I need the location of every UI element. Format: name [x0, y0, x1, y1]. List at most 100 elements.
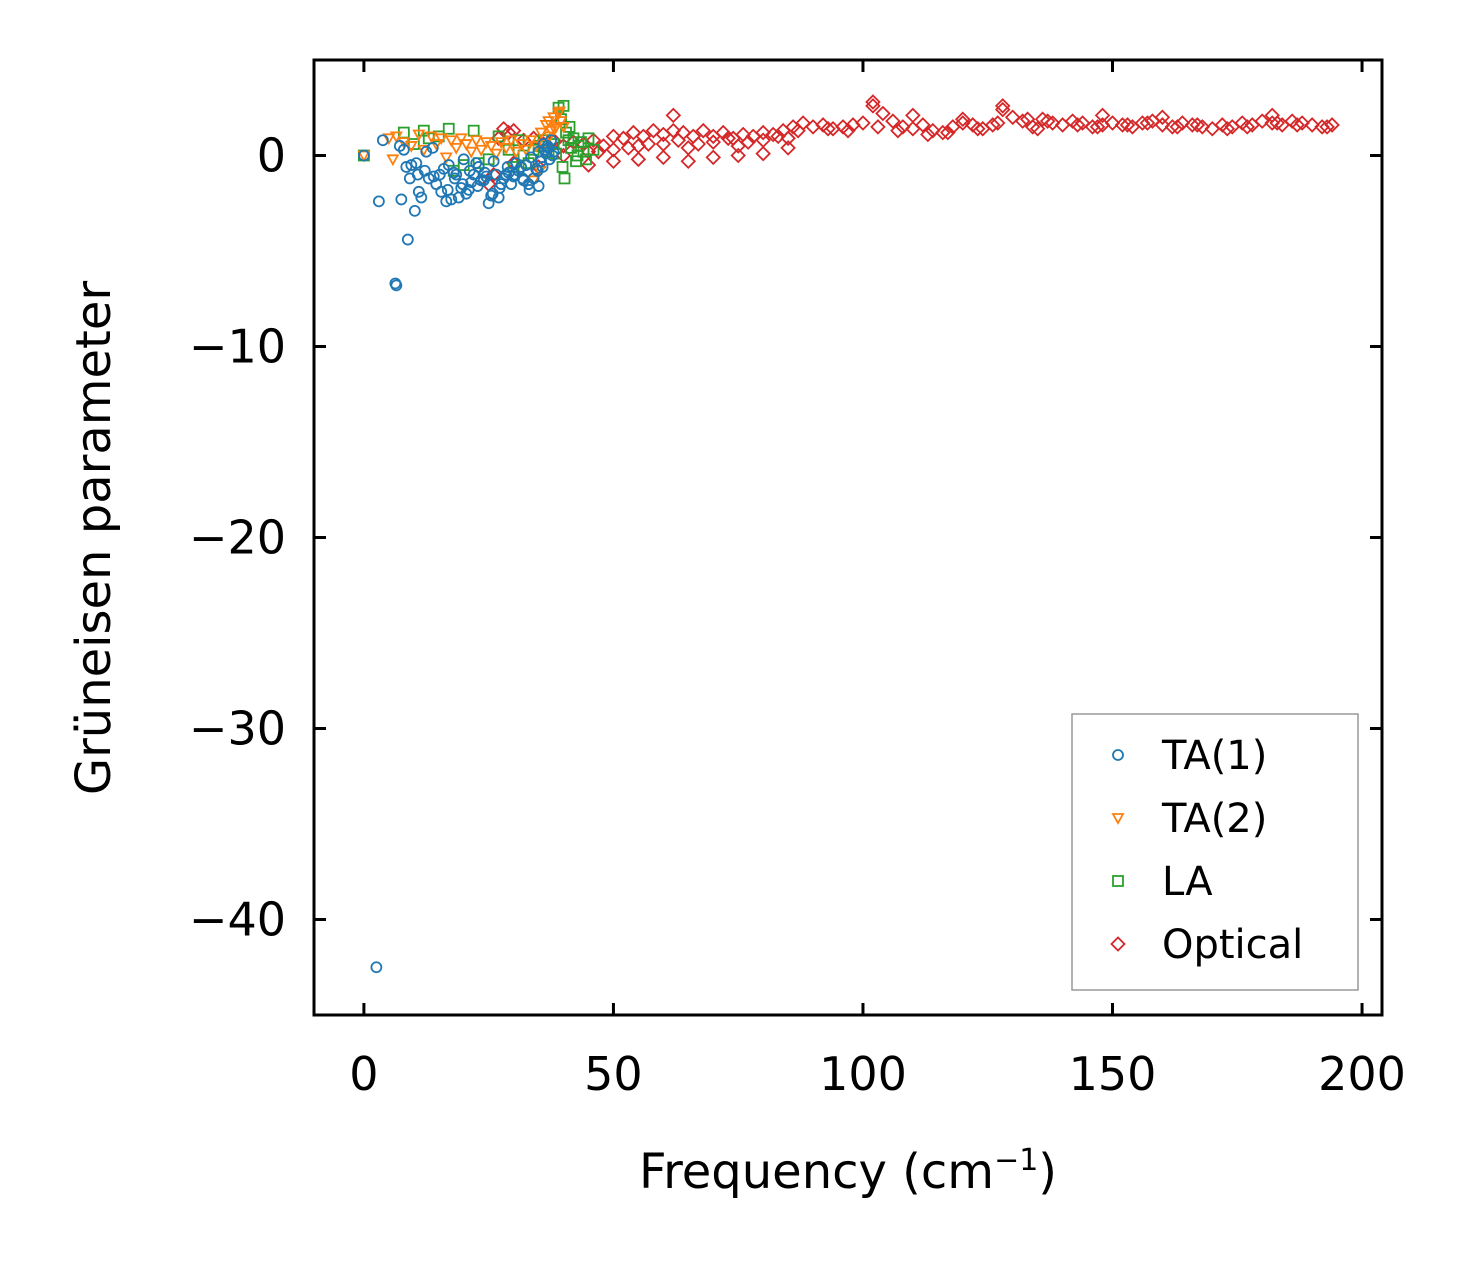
data-point-optical [1319, 119, 1335, 135]
data-point-optical [780, 140, 796, 156]
data-point-ta2 [509, 146, 523, 159]
y-tick-label: −20 [189, 511, 286, 565]
data-point-optical [940, 124, 956, 141]
data-point-ta1 [393, 140, 406, 152]
data-point-optical [1019, 111, 1036, 127]
data-point-optical [870, 119, 886, 135]
data-point-optical [984, 117, 1001, 133]
data-point-optical [755, 145, 771, 162]
data-point-la [442, 122, 455, 135]
data-point-optical [1239, 119, 1256, 135]
data-point-ta1 [532, 180, 545, 192]
data-point-optical [1264, 115, 1280, 131]
series-TA(2) [357, 106, 571, 188]
data-point-optical [1184, 117, 1201, 133]
data-point-optical [994, 98, 1011, 114]
data-point-optical [1039, 113, 1056, 129]
data-point-ta1 [470, 157, 483, 170]
data-point-optical [955, 111, 971, 127]
data-point-optical [920, 126, 936, 143]
data-point-la [556, 161, 569, 173]
data-point-optical [935, 124, 951, 141]
axis-ticks: 0 50 100 150 200 0 −10 −20 −30 −40 [189, 60, 1406, 1101]
data-point-optical [1324, 117, 1340, 133]
data-point-optical [720, 130, 736, 147]
data-point-ta2 [454, 133, 468, 146]
data-point-ta1 [389, 277, 402, 290]
data-point-optical [740, 134, 756, 150]
data-point-la [587, 143, 600, 156]
data-point-optical [590, 143, 607, 160]
legend-marker-la [1112, 875, 1124, 887]
data-point-optical [1004, 109, 1021, 126]
data-point-ta1 [376, 134, 389, 147]
data-point-ta2 [382, 133, 396, 146]
x-tick-label: 200 [1318, 1047, 1406, 1101]
data-point-optical [705, 134, 722, 150]
data-point-optical [640, 136, 657, 152]
data-point-optical [1089, 119, 1106, 135]
data-point-optical [790, 122, 806, 139]
data-point-optical [605, 153, 622, 170]
data-point-ta2 [449, 142, 463, 155]
x-tick-label: 0 [349, 1047, 378, 1101]
x-tick-label: 50 [584, 1047, 643, 1101]
data-point-ta2 [514, 139, 528, 151]
legend: TA(1) TA(2) LA Optical [1071, 713, 1359, 991]
data-point-ta1 [515, 161, 528, 173]
y-tick-label: −30 [189, 702, 286, 756]
y-axis-label: Grüneisen parameter [66, 281, 122, 796]
data-point-optical [1074, 115, 1091, 131]
data-point-ta1 [427, 170, 440, 183]
data-point-optical [670, 132, 687, 148]
data-point-ta2 [357, 150, 371, 163]
data-point-optical [969, 120, 986, 137]
x-tick-label: 100 [819, 1047, 907, 1101]
data-point-ta1 [462, 183, 475, 196]
data-point-ta1 [412, 185, 425, 198]
data-point-ta1 [403, 172, 416, 185]
data-point-la [407, 138, 420, 150]
data-point-optical [580, 157, 597, 173]
data-point-ta2 [553, 106, 567, 119]
data-point-ta2 [499, 142, 513, 155]
data-point-optical [655, 149, 672, 166]
data-point-ta1 [400, 161, 413, 173]
series-Optical [480, 94, 1340, 192]
x-axis-label: Frequency (cm−1) [639, 1143, 1057, 1200]
data-point-ta1 [485, 189, 498, 202]
x-tick-label: 150 [1069, 1047, 1157, 1101]
data-point-la [558, 172, 571, 185]
data-point-optical [875, 105, 891, 122]
data-point-ta1 [487, 155, 500, 168]
data-point-la [580, 153, 592, 166]
data-point-optical [690, 136, 707, 152]
data-point-ta2 [386, 154, 400, 167]
data-point-optical [890, 122, 906, 139]
data-point-ta1 [492, 191, 505, 204]
data-point-ta1 [426, 141, 439, 154]
data-point-ta2 [484, 141, 498, 153]
data-point-optical [1254, 113, 1270, 129]
data-points [357, 94, 1340, 974]
data-point-optical [665, 107, 682, 124]
data-point-ta1 [546, 149, 559, 162]
data-point-ta2 [557, 121, 571, 134]
data-point-ta1 [358, 149, 370, 162]
data-point-optical [905, 107, 921, 124]
data-point-optical [585, 132, 602, 148]
data-point-optical [615, 130, 632, 147]
data-point-ta1 [536, 161, 549, 173]
data-point-ta2 [412, 129, 426, 142]
data-point-optical [1154, 109, 1171, 126]
data-point-ta1 [395, 193, 408, 206]
data-point-optical [1069, 117, 1086, 133]
data-point-ta2 [444, 135, 458, 148]
data-point-optical [855, 115, 871, 131]
data-point-optical [989, 115, 1006, 131]
data-point-ta1 [447, 166, 460, 179]
data-point-ta2 [548, 123, 562, 136]
x-axis-label-main: Frequency (cm [639, 1144, 994, 1200]
